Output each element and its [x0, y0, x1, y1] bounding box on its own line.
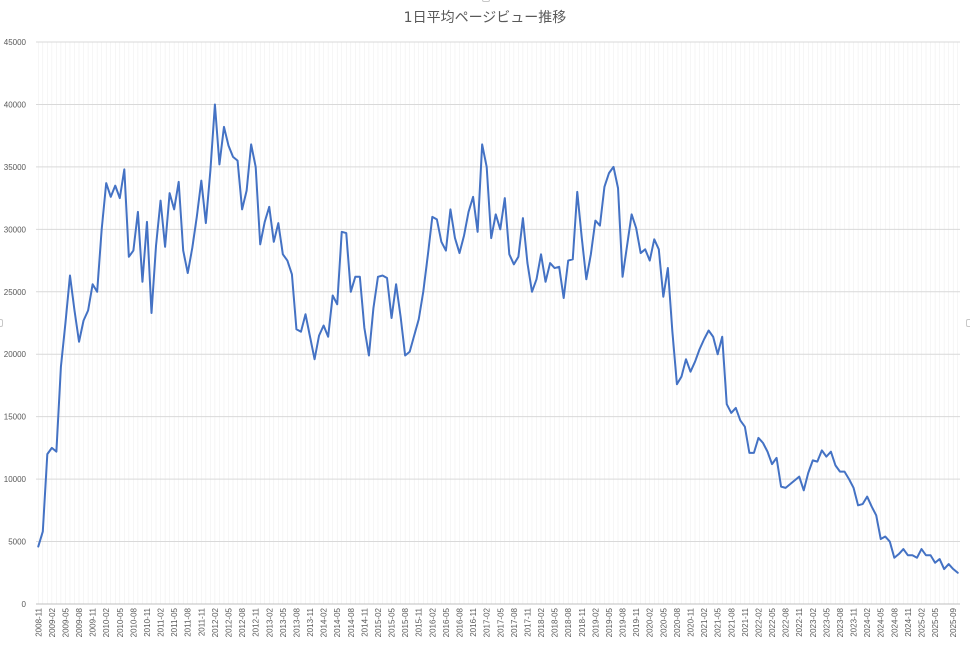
x-tick-label: 2021-02 — [700, 607, 709, 637]
x-tick-label: 2023-08 — [836, 607, 845, 637]
x-tick-label: 2016-02 — [428, 607, 437, 637]
x-tick-label: 2018-08 — [564, 607, 573, 637]
y-axis-ticks: 0 5000 10000 15000 20000 25000 30000 35000 40000… — [4, 38, 27, 609]
x-tick-label: 2022-08 — [782, 607, 791, 637]
x-tick-label: 2020-02 — [646, 607, 655, 637]
x-tick-label: 2009-11 — [89, 607, 98, 636]
x-tick-label: 2020-05 — [659, 607, 668, 637]
x-tick-label: 2024-02 — [863, 607, 872, 637]
x-tick-label: 2014-08 — [347, 607, 356, 637]
x-tick-label: 2010-02 — [102, 607, 111, 637]
x-tick-label: 2025-09 — [949, 607, 958, 637]
x-tick-label: 2024-08 — [890, 607, 899, 637]
x-tick-label: 2015-05 — [388, 607, 397, 637]
x-tick-label: 2013-05 — [279, 607, 288, 637]
x-tick-label: 2021-05 — [714, 607, 723, 637]
x-tick-label: 2019-08 — [619, 607, 628, 637]
x-tick-label: 2014-02 — [320, 607, 329, 637]
x-tick-label: 2025-05 — [931, 607, 940, 637]
x-tick-label: 2017-05 — [496, 607, 505, 637]
x-tick-label: 2014-05 — [333, 607, 342, 637]
x-tick-label: 2018-02 — [537, 607, 546, 637]
series-layer — [37, 103, 959, 574]
x-tick-label: 2013-11 — [306, 607, 315, 636]
x-tick-label: 2012-05 — [225, 607, 234, 637]
x-tick-label: 2010-11 — [143, 607, 152, 636]
y-tick-label: 45000 — [4, 38, 27, 47]
x-axis-ticks: 2008-11 2009-02 2009-05 2009-08 2009-11 2010-… — [34, 607, 958, 637]
resize-handle-top[interactable] — [482, 0, 490, 2]
y-tick-label: 5000 — [8, 538, 26, 547]
x-tick-label: 2024-05 — [877, 607, 886, 637]
x-tick-label: 2019-05 — [605, 607, 614, 637]
x-tick-label: 2010-05 — [116, 607, 125, 637]
x-tick-label: 2020-11 — [687, 607, 696, 636]
x-tick-label: 2016-05 — [442, 607, 451, 637]
x-tick-label: 2011-02 — [157, 607, 166, 636]
y-tick-label: 35000 — [4, 163, 27, 172]
y-tick-label: 40000 — [4, 100, 27, 109]
x-tick-label: 2024-11 — [904, 607, 913, 636]
y-tick-label: 20000 — [4, 350, 27, 359]
x-tick-label: 2009-02 — [48, 607, 57, 637]
x-tick-label: 2022-11 — [795, 607, 804, 636]
x-tick-label: 2017-08 — [510, 607, 519, 637]
x-tick-label: 2025-02 — [918, 607, 927, 637]
x-tick-label: 2023-02 — [809, 607, 818, 637]
x-tick-label: 2013-08 — [292, 607, 301, 637]
x-tick-label: 2015-08 — [401, 607, 410, 637]
x-tick-label: 2008-11 — [34, 607, 43, 636]
x-tick-label: 2016-08 — [456, 607, 465, 637]
gridlines — [36, 41, 960, 605]
x-tick-label: 2012-11 — [252, 607, 261, 636]
x-tick-label: 2015-02 — [374, 607, 383, 637]
x-tick-label: 2012-02 — [211, 607, 220, 637]
resize-handle-left[interactable] — [0, 319, 3, 327]
y-tick-label: 0 — [22, 600, 27, 609]
chart-title: 1日平均ページビュー推移 — [404, 10, 567, 26]
x-tick-label: 2021-08 — [727, 607, 736, 637]
x-tick-label: 2009-05 — [61, 607, 70, 637]
x-tick-label: 2015-11 — [415, 607, 424, 636]
y-tick-label: 25000 — [4, 288, 27, 297]
y-tick-label: 15000 — [4, 413, 27, 422]
x-tick-label: 2011-08 — [184, 607, 193, 636]
x-tick-label: 2016-11 — [469, 607, 478, 636]
x-tick-label: 2017-02 — [483, 607, 492, 637]
x-tick-label: 2023-11 — [850, 607, 859, 636]
x-tick-label: 2022-05 — [768, 607, 777, 637]
x-tick-label: 2011-11 — [197, 607, 206, 636]
y-tick-label: 10000 — [4, 475, 27, 484]
x-tick-label: 2021-11 — [741, 607, 750, 636]
x-tick-label: 2012-08 — [238, 607, 247, 637]
x-tick-label: 2019-11 — [632, 607, 641, 636]
x-tick-label: 2009-08 — [75, 607, 84, 637]
resize-handle-right[interactable] — [966, 319, 970, 327]
x-tick-label: 2011-05 — [170, 607, 179, 636]
y-tick-label: 30000 — [4, 225, 27, 234]
x-tick-label: 2014-11 — [360, 607, 369, 636]
series-line — [37, 103, 959, 574]
x-tick-label: 2010-08 — [129, 607, 138, 637]
x-tick-label: 2020-08 — [673, 607, 682, 637]
x-tick-label: 2013-02 — [265, 607, 274, 637]
x-tick-label: 2018-05 — [551, 607, 560, 637]
x-tick-label: 2017-11 — [523, 607, 532, 636]
x-tick-label: 2022-02 — [754, 607, 763, 637]
x-tick-label: 2023-05 — [822, 607, 831, 637]
x-tick-label: 2018-11 — [578, 607, 587, 636]
x-tick-label: 2019-02 — [591, 607, 600, 637]
